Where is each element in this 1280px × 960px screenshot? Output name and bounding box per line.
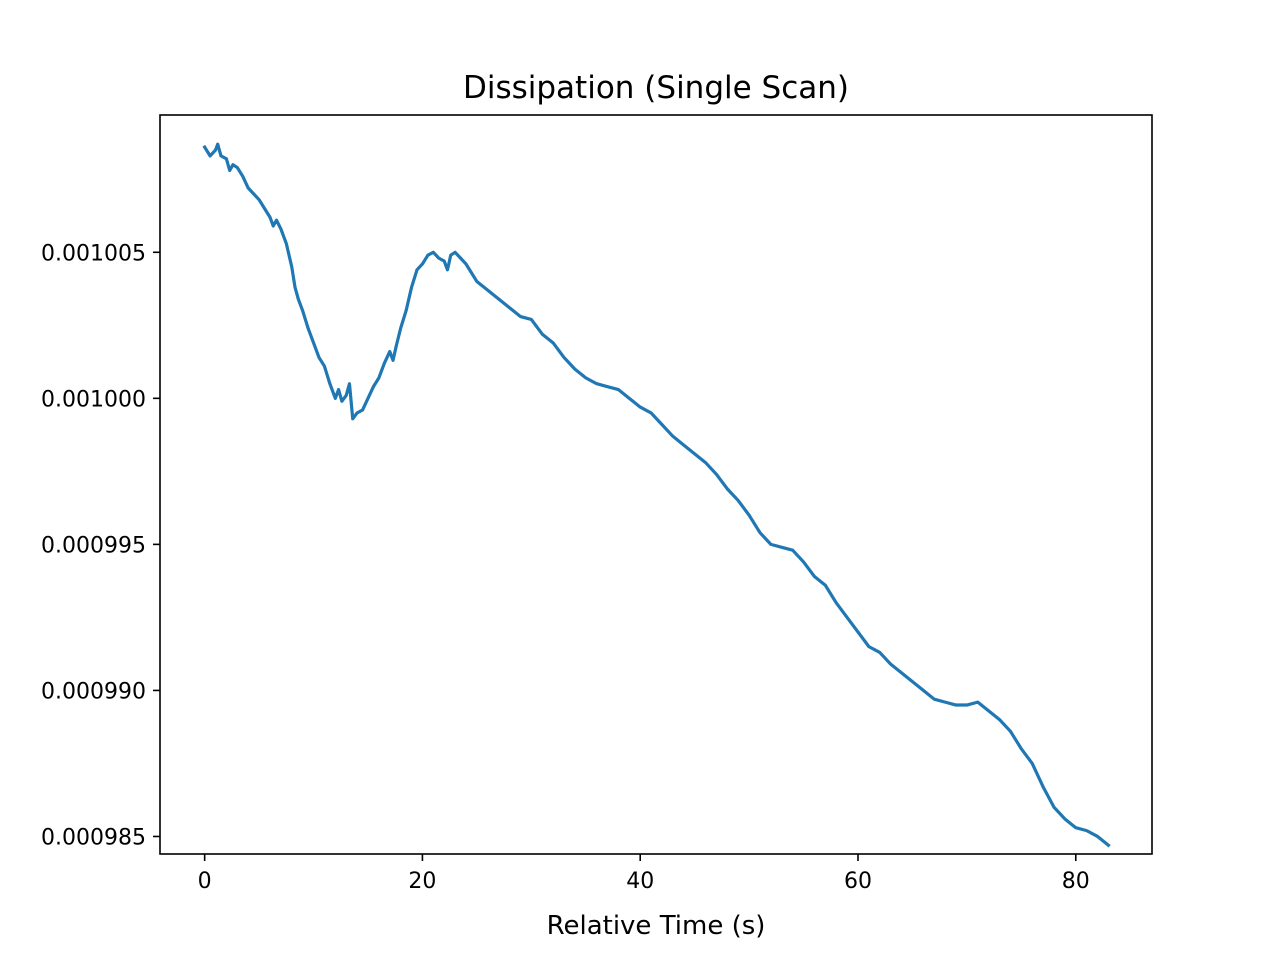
y-tick-label: 0.000995 — [41, 533, 146, 558]
y-tick-label: 0.000990 — [41, 679, 146, 704]
plot-frame — [159, 114, 1153, 855]
y-tick-label: 0.000985 — [41, 825, 146, 850]
x-axis: 0 20 40 60 80 — [198, 854, 1090, 894]
y-tick-label: 0.001000 — [41, 387, 146, 412]
x-tick-label: 0 — [198, 869, 212, 894]
x-tick-label: 80 — [1062, 869, 1090, 894]
chart-title: Dissipation (Single Scan) — [463, 70, 849, 106]
plot-area — [202, 142, 1111, 848]
x-axis-label: Relative Time (s) — [547, 911, 766, 941]
y-tick-label: 0.001005 — [41, 241, 146, 266]
x-tick-label: 60 — [844, 869, 872, 894]
x-tick-label: 20 — [408, 869, 436, 894]
series-line-dissipation — [202, 142, 1111, 848]
x-tick-label: 40 — [626, 869, 654, 894]
y-axis: 0.001005 0.001000 0.000995 0.000990 0.000985 — [41, 241, 160, 850]
